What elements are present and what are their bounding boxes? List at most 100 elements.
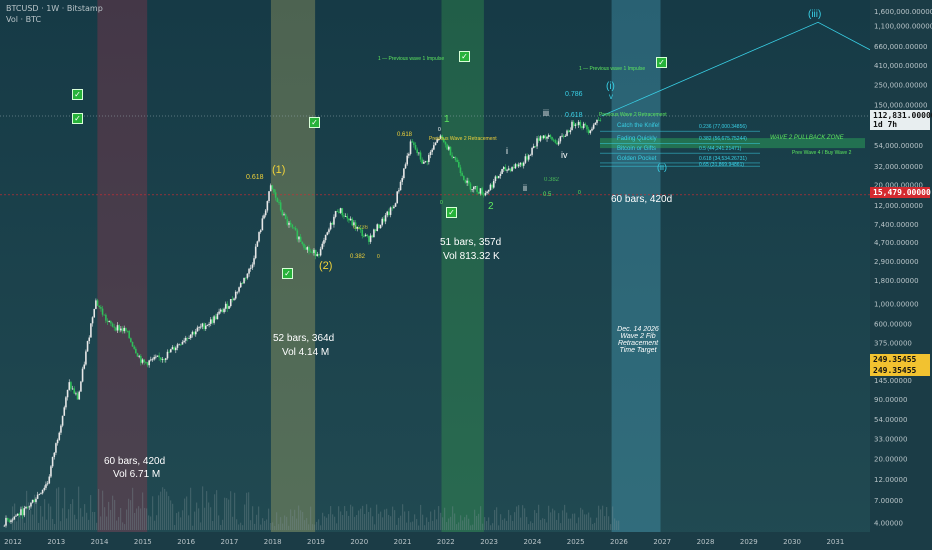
candle-body	[567, 130, 570, 133]
x-tick-label: 2028	[697, 538, 715, 546]
candle-body	[148, 360, 150, 366]
y-tick-label: 54.00000	[874, 416, 907, 424]
volume-bar	[270, 522, 272, 530]
x-tick-label: 2027	[653, 538, 671, 546]
candle-body	[121, 328, 124, 332]
volume-bar	[240, 522, 242, 530]
volume-bar	[198, 508, 200, 530]
volume-bar	[60, 521, 62, 530]
candle-body	[140, 355, 142, 363]
volume-bar	[500, 514, 502, 530]
x-tick-label: 2013	[47, 538, 65, 546]
candle-body	[419, 152, 422, 160]
volume-bar	[472, 524, 474, 530]
price-axis-panel[interactable]	[870, 0, 932, 550]
candle-body	[21, 509, 24, 516]
volume-indicator-title[interactable]: Vol · BTC	[6, 15, 42, 24]
candle-body	[100, 307, 102, 309]
fib-0236-cycle2-label: 0.236	[353, 225, 369, 231]
candle-body	[401, 178, 404, 182]
volume-bar	[242, 525, 244, 530]
candle-body	[479, 188, 482, 194]
candle-body	[18, 513, 21, 516]
prev-wave1-impulse-note-b: 1 — Previous wave 1 Impulse	[579, 66, 646, 72]
candle-body	[589, 130, 592, 134]
x-tick-label: 2029	[740, 538, 758, 546]
volume-bar	[458, 522, 460, 530]
wave-1-paren-label: (1)	[272, 164, 286, 176]
x-tick-label: 2014	[91, 538, 109, 546]
cycle-zone-1	[97, 0, 148, 532]
candle-body	[477, 191, 480, 194]
candle-body	[38, 493, 41, 495]
volume-bar	[72, 499, 74, 530]
candle-body	[561, 135, 563, 137]
candle-body	[524, 156, 527, 163]
candle-body	[151, 359, 154, 361]
volume-bar	[486, 521, 488, 530]
volume-bar	[278, 524, 280, 530]
candle-body	[83, 364, 86, 369]
volume-bar	[148, 515, 150, 530]
pullback-zone-label: WAVE 2 PULLBACK ZONE	[770, 135, 844, 141]
candle-body	[306, 247, 309, 250]
candle-body	[594, 122, 597, 125]
volume-bar	[86, 512, 88, 530]
candle-body	[343, 215, 345, 217]
volume-bar	[542, 518, 544, 530]
time-axis-panel[interactable]	[0, 532, 870, 550]
candle-body	[253, 258, 255, 265]
y-tick-label: 2,900.00000	[874, 258, 919, 266]
candle-body	[231, 299, 234, 300]
candle-body	[183, 340, 185, 342]
candle-body	[564, 135, 567, 137]
candle-body	[582, 123, 585, 128]
x-tick-label: 2030	[783, 538, 801, 546]
x-tick-label: 2024	[523, 538, 541, 546]
y-tick-label: 410,000.00000	[874, 62, 927, 70]
candle-body	[393, 206, 395, 209]
volume-bar	[264, 520, 266, 530]
volume-bar	[506, 520, 508, 530]
candle-body	[501, 169, 503, 174]
candle-body	[51, 456, 54, 467]
candle-body	[576, 124, 578, 126]
symbol-title[interactable]: BTCUSD · 1W · Bitstamp	[6, 4, 103, 13]
y-tick-label: 20,000.00000	[874, 182, 923, 190]
volume-bar	[192, 525, 194, 530]
candle-body	[208, 323, 210, 325]
candle-body	[6, 517, 9, 521]
volume-bar	[374, 524, 376, 530]
volume-bar	[356, 515, 358, 530]
candle-body	[120, 328, 122, 331]
volume-bar	[456, 524, 458, 530]
candle-body	[289, 222, 292, 225]
volume-bar	[52, 518, 54, 530]
volume-bar	[196, 502, 198, 530]
volume-bar	[132, 487, 134, 530]
candle-body	[76, 393, 79, 400]
x-tick-label: 2018	[264, 538, 282, 546]
candle-body	[15, 515, 17, 517]
candle-body	[572, 121, 575, 126]
candle-body	[239, 283, 242, 288]
y-tick-label: 54,000.00000	[874, 142, 923, 150]
check-marker: ✓	[72, 89, 83, 100]
volume-bar	[114, 499, 116, 530]
x-tick-label: 2017	[220, 538, 238, 546]
candle-body	[459, 167, 462, 174]
volume-bar	[80, 508, 82, 530]
volume-bar	[276, 512, 278, 530]
volume-bar	[402, 504, 404, 530]
volume-bar	[146, 508, 148, 530]
candle-body	[238, 287, 240, 292]
candle-body	[438, 139, 440, 140]
candle-body	[413, 142, 415, 145]
candle-body	[436, 139, 438, 143]
wave-ii-label: ii	[523, 183, 527, 193]
volume-bar	[592, 524, 594, 530]
candle-body	[499, 173, 502, 176]
volume-bar	[64, 487, 66, 530]
